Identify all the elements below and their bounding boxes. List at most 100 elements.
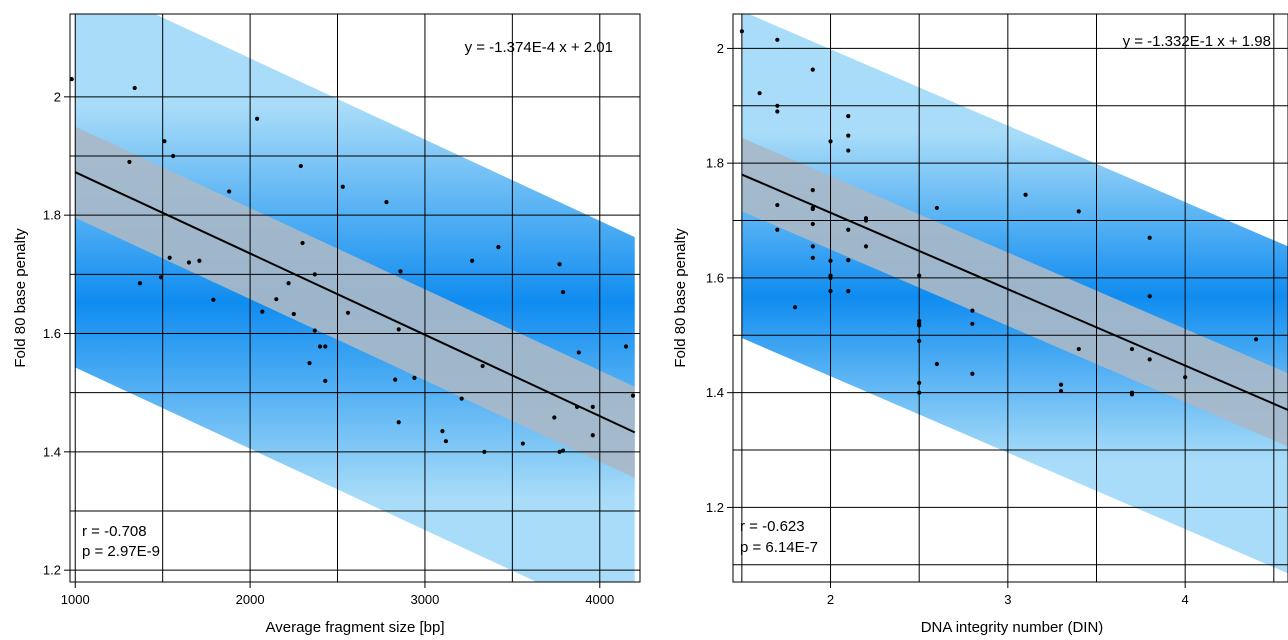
- y-tick-label: 1.8: [43, 208, 61, 223]
- data-point: [810, 67, 815, 72]
- data-point: [810, 206, 815, 212]
- data-point: [520, 441, 525, 446]
- data-point: [167, 255, 172, 260]
- data-point: [396, 420, 401, 425]
- data-point: [274, 297, 279, 302]
- data-point: [846, 258, 851, 263]
- data-point: [739, 29, 744, 34]
- data-point: [560, 289, 566, 295]
- data-point: [775, 103, 780, 108]
- y-tick-label: 1.4: [43, 444, 61, 459]
- data-point: [227, 189, 232, 194]
- p-value: p = 6.14E-7: [740, 539, 818, 556]
- data-point: [340, 184, 345, 189]
- data-point: [1253, 337, 1259, 342]
- x-axis-label: DNA integrity number (DIN): [921, 619, 1104, 636]
- y-tick-label: 1.4: [706, 385, 724, 400]
- data-point: [917, 323, 922, 328]
- data-point: [186, 260, 191, 265]
- data-point: [132, 85, 137, 91]
- data-point: [317, 344, 323, 349]
- data-point: [775, 37, 780, 42]
- data-point: [792, 305, 798, 310]
- data-point: [775, 202, 780, 208]
- data-point: [384, 200, 389, 205]
- data-point: [470, 258, 475, 263]
- data-point: [286, 281, 291, 286]
- x-axis-ticks: 1000 2000 3000 4000: [61, 582, 614, 607]
- data-point: [158, 275, 164, 280]
- data-point: [970, 308, 975, 313]
- data-point: [197, 258, 202, 263]
- x-axis-ticks: 2 3 4: [827, 582, 1189, 607]
- data-point: [828, 289, 833, 294]
- data-point: [846, 148, 851, 153]
- data-point: [623, 344, 629, 349]
- y-axis-ticks: 1.2 1.4 1.6 1.8 2: [43, 89, 70, 578]
- data-point: [300, 240, 305, 246]
- data-point: [260, 309, 265, 314]
- data-point: [828, 139, 833, 144]
- data-point: [396, 327, 401, 332]
- y-tick-label: 2: [54, 89, 61, 104]
- data-point: [312, 328, 317, 333]
- data-point: [211, 297, 216, 302]
- y-tick-label: 1.6: [43, 326, 61, 341]
- plot-frame: [69, 13, 641, 583]
- data-point: [443, 439, 449, 444]
- data-point: [557, 262, 562, 267]
- data-point: [846, 133, 851, 138]
- data-point: [917, 338, 922, 344]
- data-point: [828, 258, 833, 263]
- data-point: [1147, 235, 1152, 240]
- data-point: [480, 363, 485, 369]
- data-point: [1076, 346, 1081, 352]
- data-point: [863, 218, 869, 223]
- y-axis-label: Fold 80 base penalty: [672, 228, 689, 368]
- data-point: [576, 350, 581, 355]
- data-point: [810, 188, 815, 193]
- data-point: [934, 361, 940, 367]
- data-point: [810, 221, 815, 227]
- data-point: [863, 244, 869, 249]
- data-point: [757, 91, 762, 96]
- data-point: [312, 272, 317, 277]
- data-point: [917, 380, 922, 386]
- data-point: [291, 311, 296, 317]
- x-tick-label: 4000: [585, 592, 614, 607]
- data-point: [1129, 346, 1135, 352]
- data-point: [934, 205, 940, 211]
- data-point: [307, 360, 312, 366]
- regression-equation: y = -1.332E-1 x + 1.98: [1123, 33, 1271, 50]
- data-point: [1058, 388, 1064, 394]
- data-point: [323, 344, 328, 349]
- data-point: [1129, 392, 1135, 397]
- x-tick-label: 2000: [236, 592, 265, 607]
- data-point: [412, 375, 417, 380]
- data-point: [1058, 382, 1064, 387]
- data-point: [552, 415, 557, 420]
- data-point: [127, 159, 132, 165]
- data-points: [70, 76, 636, 454]
- x-tick-label: 4: [1182, 592, 1189, 607]
- data-point: [810, 244, 815, 249]
- plot-frame: [732, 13, 1288, 583]
- data-point: [630, 393, 636, 398]
- grid-lines: [70, 14, 640, 582]
- data-point: [482, 449, 487, 454]
- y-tick-label: 1.2: [43, 563, 61, 578]
- chart-panel-fragment-size: 1000 2000 3000 4000 1.2 1.4 1.6 1.8 2 y = -1.37…: [12, 13, 641, 636]
- data-point: [846, 289, 851, 294]
- data-point: [1147, 294, 1152, 299]
- data-point: [917, 390, 922, 395]
- data-point: [345, 310, 351, 315]
- correlation-r: r = -0.708: [82, 523, 147, 540]
- data-point: [171, 153, 176, 159]
- chart-panel-din: 2 3 4 1.2 1.4 1.6 1.8 2 y = -1.332E-1 x + 1.98…: [672, 13, 1288, 636]
- data-point: [1183, 375, 1188, 380]
- data-point: [1076, 209, 1081, 214]
- correlation-r: r = -0.623: [740, 518, 805, 535]
- data-point: [846, 227, 851, 232]
- data-point: [1023, 192, 1028, 197]
